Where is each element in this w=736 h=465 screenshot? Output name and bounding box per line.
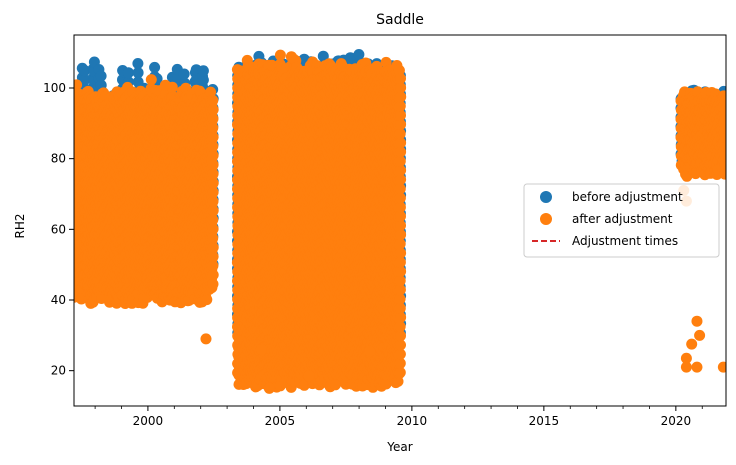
chart-title: Saddle bbox=[376, 12, 424, 28]
data-point bbox=[149, 61, 161, 73]
data-point bbox=[79, 65, 91, 77]
data-point bbox=[197, 65, 209, 77]
data-point bbox=[132, 58, 144, 69]
data-point bbox=[178, 68, 190, 80]
plot-points bbox=[74, 49, 726, 394]
data-point bbox=[95, 70, 107, 82]
plot-area bbox=[74, 49, 726, 394]
data-point bbox=[122, 67, 134, 79]
data-point bbox=[132, 67, 144, 79]
